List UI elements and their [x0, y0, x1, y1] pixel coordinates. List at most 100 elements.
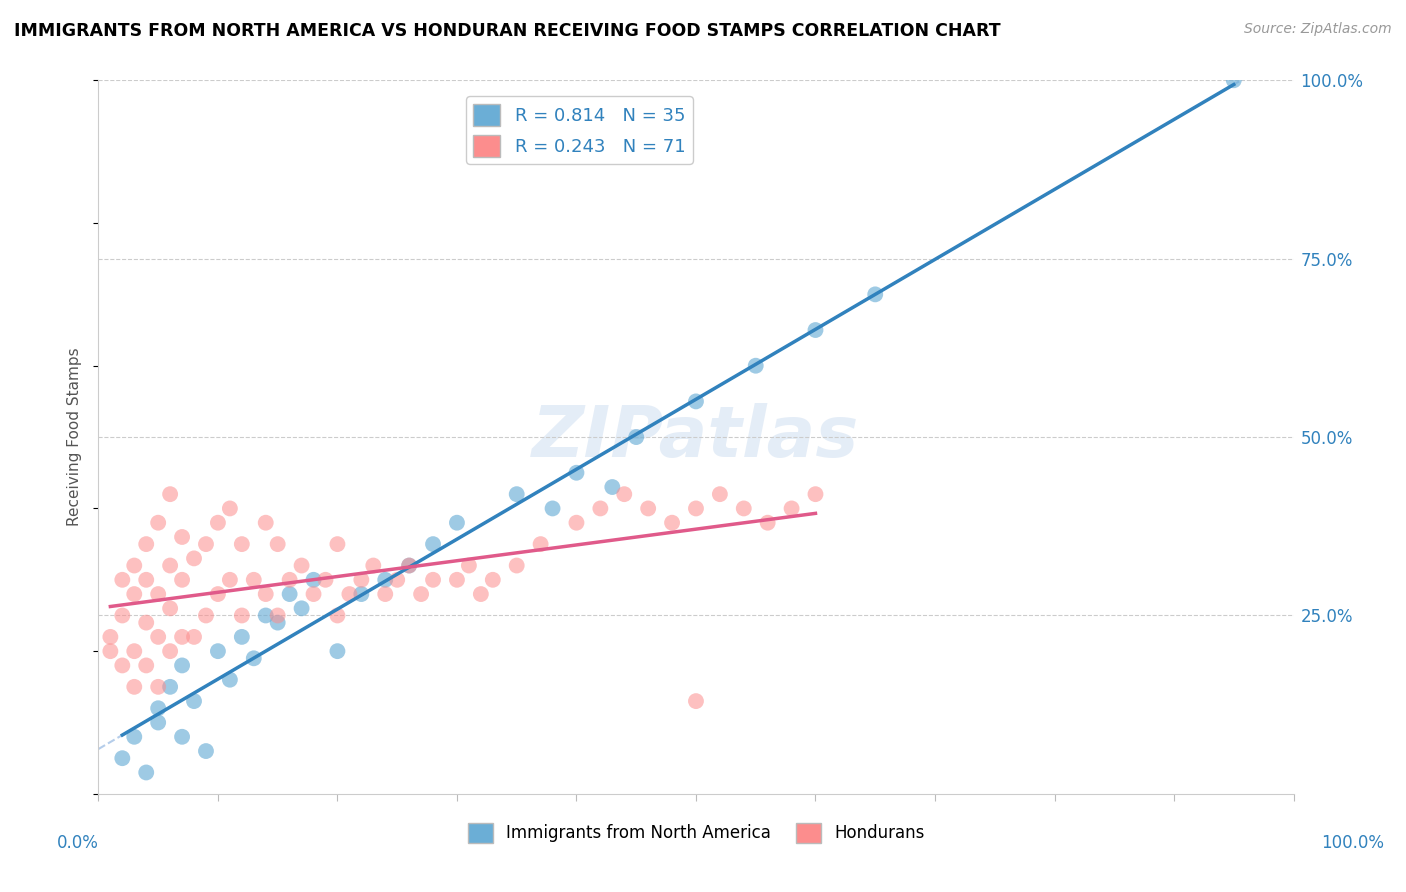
Point [231, 630, 253, 644]
Point [278, 587, 301, 601]
Point [363, 558, 385, 573]
Point [148, 715, 170, 730]
Point [481, 573, 505, 587]
Point [183, 630, 205, 644]
Point [148, 630, 170, 644]
Point [159, 487, 181, 501]
Point [159, 601, 181, 615]
Point [541, 501, 564, 516]
Point [278, 573, 301, 587]
Point [1223, 73, 1246, 87]
Point [315, 573, 337, 587]
Point [135, 658, 157, 673]
Point [172, 573, 194, 587]
Text: 0.0%: 0.0% [56, 834, 98, 852]
Point [148, 701, 170, 715]
Point [172, 630, 194, 644]
Point [422, 573, 444, 587]
Point [231, 608, 253, 623]
Point [661, 516, 683, 530]
Point [219, 573, 242, 587]
Point [254, 608, 277, 623]
Point [148, 587, 170, 601]
Point [98, 644, 122, 658]
Point [470, 587, 492, 601]
Point [374, 587, 396, 601]
Point [339, 587, 361, 601]
Point [111, 608, 134, 623]
Legend: Immigrants from North America, Hondurans: Immigrants from North America, Hondurans [461, 816, 931, 850]
Point [111, 751, 134, 765]
Point [733, 501, 755, 516]
Point [207, 587, 229, 601]
Point [254, 516, 277, 530]
Text: 100.0%: 100.0% [1322, 834, 1384, 852]
Point [195, 744, 218, 758]
Point [302, 587, 325, 601]
Point [685, 501, 707, 516]
Point [326, 537, 349, 551]
Point [183, 551, 205, 566]
Point [709, 487, 731, 501]
Point [124, 730, 146, 744]
Point [159, 644, 181, 658]
Point [267, 615, 290, 630]
Point [111, 658, 134, 673]
Point [756, 516, 779, 530]
Text: IMMIGRANTS FROM NORTH AMERICA VS HONDURAN RECEIVING FOOD STAMPS CORRELATION CHAR: IMMIGRANTS FROM NORTH AMERICA VS HONDURA… [14, 22, 1001, 40]
Point [506, 558, 529, 573]
Point [589, 501, 612, 516]
Point [195, 537, 218, 551]
Point [267, 537, 290, 551]
Point [98, 630, 122, 644]
Point [254, 587, 277, 601]
Point [231, 537, 253, 551]
Point [267, 608, 290, 623]
Point [326, 644, 349, 658]
Point [865, 287, 887, 301]
Point [446, 573, 468, 587]
Point [124, 680, 146, 694]
Point [804, 487, 827, 501]
Point [302, 573, 325, 587]
Point [565, 516, 588, 530]
Point [422, 537, 444, 551]
Point [135, 615, 157, 630]
Point [148, 516, 170, 530]
Point [804, 323, 827, 337]
Point [565, 466, 588, 480]
Point [291, 558, 314, 573]
Point [780, 501, 803, 516]
Point [148, 680, 170, 694]
Point [159, 558, 181, 573]
Point [159, 680, 181, 694]
Point [207, 644, 229, 658]
Point [398, 558, 420, 573]
Text: Source: ZipAtlas.com: Source: ZipAtlas.com [1244, 22, 1392, 37]
Point [172, 730, 194, 744]
Point [183, 694, 205, 708]
Point [124, 587, 146, 601]
Point [637, 501, 659, 516]
Point [219, 673, 242, 687]
Point [685, 694, 707, 708]
Point [602, 480, 624, 494]
Point [172, 530, 194, 544]
Point [135, 573, 157, 587]
Point [626, 430, 648, 444]
Point [124, 644, 146, 658]
Point [506, 487, 529, 501]
Point [613, 487, 636, 501]
Text: ZIPatlas: ZIPatlas [533, 402, 859, 472]
Point [291, 601, 314, 615]
Point [326, 608, 349, 623]
Point [374, 573, 396, 587]
Point [385, 573, 409, 587]
Point [195, 608, 218, 623]
Point [219, 501, 242, 516]
Point [135, 765, 157, 780]
Point [243, 651, 266, 665]
Point [446, 516, 468, 530]
Point [111, 573, 134, 587]
Point [124, 558, 146, 573]
